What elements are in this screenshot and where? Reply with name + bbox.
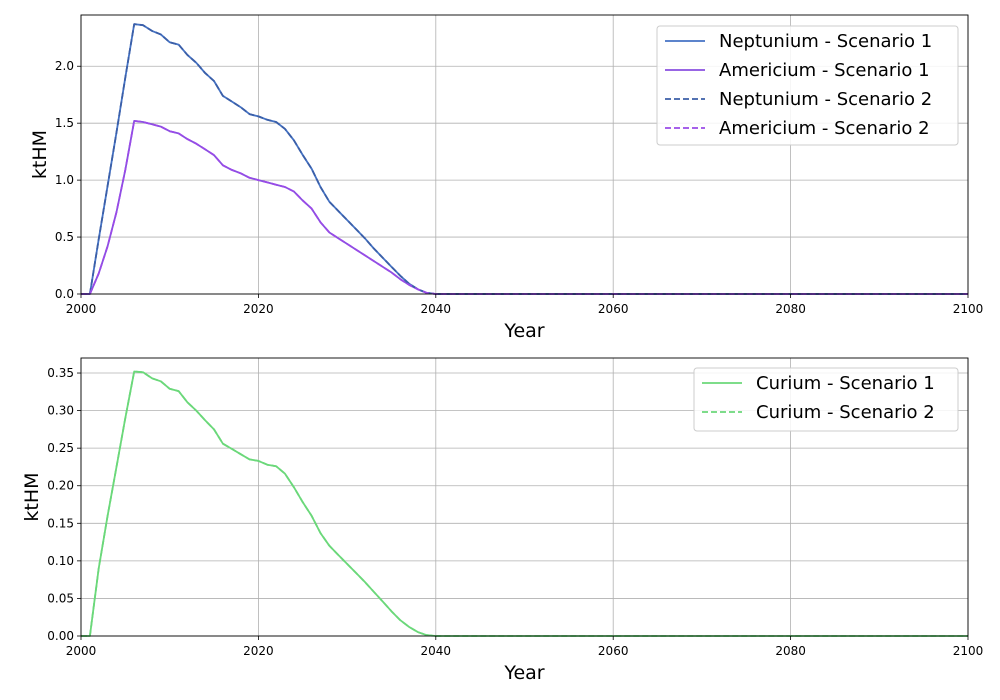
x-tick-label: 2060	[598, 302, 629, 316]
x-tick-label: 2000	[66, 644, 97, 658]
y-tick-label: 2.0	[55, 59, 74, 73]
chart-2-ticks: 2000 2020 2040 2060 2080 2100 0.00 0.05 0.10 0.15…	[47, 366, 983, 658]
legend-label: Neptunium - Scenario 1	[719, 31, 932, 52]
y-tick-label: 0.5	[55, 230, 74, 244]
y-tick-label: 0.10	[47, 554, 74, 568]
x-tick-label: 2020	[243, 302, 274, 316]
y-tick-label: 0.05	[47, 591, 74, 605]
y-tick-label: 0.15	[47, 516, 74, 530]
legend-box	[693, 367, 959, 432]
legend-label: Americium - Scenario 2	[719, 118, 930, 139]
y-tick-label: 0.00	[47, 629, 74, 643]
y-tick-label: 1.5	[55, 116, 74, 130]
series-line-2	[81, 120, 968, 295]
y-tick-label: 0.35	[47, 366, 74, 380]
y-tick-label: 0.0	[55, 287, 74, 301]
x-tick-label: 2080	[775, 302, 806, 316]
legend-label: Curium - Scenario 2	[756, 402, 935, 423]
legend-box	[656, 25, 959, 146]
y-tick-label: 0.30	[47, 404, 74, 418]
legend-label: Americium - Scenario 1	[719, 60, 930, 81]
series-line-3	[81, 23, 968, 295]
chart-2-y-axis-label: ktHM	[21, 472, 43, 521]
x-tick-label: 2020	[243, 644, 274, 658]
chart-2: 2000 2020 2040 2060 2080 2100 0.00 0.05 0.10 0.15…	[21, 357, 983, 684]
chart-1-ticks: 2000 2020 2040 2060 2080 2100 0.0 0.5 1.0 1.5 2.0	[55, 59, 983, 316]
chart-1-series	[81, 23, 968, 295]
chart-1-x-axis-label: Year	[503, 320, 544, 342]
legend-label: Neptunium - Scenario 2	[719, 89, 932, 110]
chart-1: 2000 2020 2040 2060 2080 21000.00.51.01.52.0 …	[29, 14, 983, 342]
x-tick-label: 2060	[598, 644, 629, 658]
chart-1-frame	[80, 14, 969, 295]
series-line-2	[81, 370, 968, 637]
chart-2-x-axis-label: Year	[503, 662, 544, 684]
chart-1-legend: Neptunium - Scenario 1 Americium - Scenar…	[656, 25, 959, 146]
x-tick-label: 2080	[775, 644, 806, 658]
x-tick-label: 2040	[421, 644, 452, 658]
chart-2-series	[81, 370, 968, 637]
chart-2-legend: Curium - Scenario 1 Curium - Scenario 2	[693, 367, 959, 432]
chart-2-frame	[80, 357, 969, 637]
y-tick-label: 1.0	[55, 173, 74, 187]
series-line-4	[81, 120, 968, 295]
y-tick-label: 0.25	[47, 441, 74, 455]
chart-1-y-axis-label: ktHM	[29, 130, 51, 179]
x-tick-label: 2000	[66, 302, 97, 316]
x-tick-label: 2100	[953, 644, 984, 658]
x-tick-label: 2040	[421, 302, 452, 316]
y-tick-label: 0.20	[47, 479, 74, 493]
legend-label: Curium - Scenario 1	[756, 373, 935, 394]
x-tick-label: 2100	[953, 302, 984, 316]
